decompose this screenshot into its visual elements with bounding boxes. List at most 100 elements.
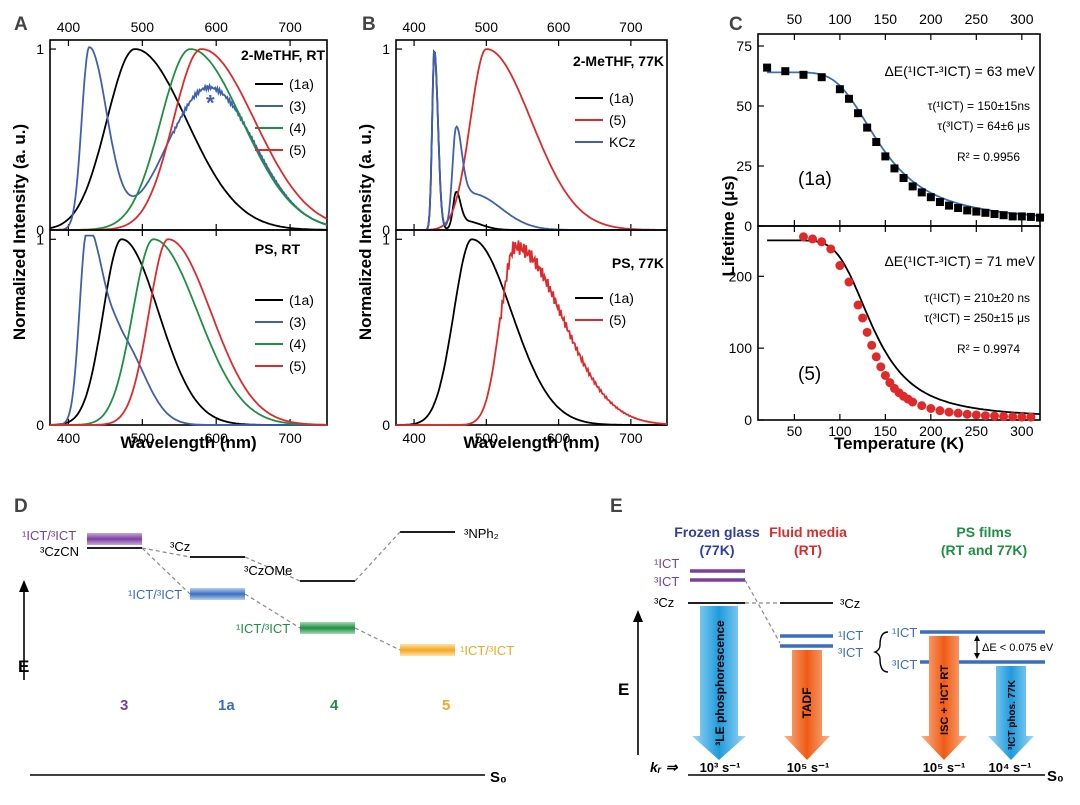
- e-energy-arrowhead: [633, 610, 643, 622]
- data-point: [881, 152, 890, 161]
- d-cz-label: ³Cz: [170, 539, 190, 554]
- data-point: [1036, 213, 1044, 222]
- data-point: [953, 408, 963, 418]
- data-point: [817, 73, 826, 82]
- panel-label-d: D: [14, 496, 28, 517]
- e-ict1-label-frozen: ¹ICT: [654, 556, 679, 571]
- legend-label-1a: (1a): [289, 76, 314, 92]
- legend-label-4: (4): [289, 336, 306, 352]
- annotation-delta-e: ΔE(¹ICT-³ICT) = 63 meV: [884, 63, 1035, 79]
- x-tick-label: 600: [547, 430, 571, 446]
- data-point: [1017, 412, 1027, 422]
- x-tick-label: 150: [874, 11, 898, 27]
- annotation-tau3: τ(³ICT) = 64±6 μs: [937, 119, 1030, 133]
- annotation-r2: R² = 0.9974: [957, 342, 1020, 356]
- x-tick-label: 50: [787, 11, 803, 27]
- y-tick-label: 0: [744, 412, 752, 428]
- e-header-ps-sub: (RT and 77K): [941, 542, 1027, 558]
- e-arrow-label-isc-rt: ISC + ¹ICT RT: [939, 665, 951, 735]
- d-connector: [354, 627, 401, 651]
- panel-label-a: A: [14, 14, 28, 35]
- data-point: [972, 207, 981, 216]
- data-point: [890, 164, 899, 173]
- y-axis-label: Normalized Intensity (a. u.): [10, 124, 29, 340]
- plot-frame: [49, 229, 328, 426]
- d-ict-level-1a: [190, 588, 245, 600]
- y-tick-label: 1: [382, 231, 390, 247]
- chart-c-lifetime: 50 100 150 200 250 300 0 25 50 75 ΔE(¹ICT-³ICT) = …: [719, 11, 1044, 453]
- x-tick-label: 400: [402, 19, 426, 35]
- x-tick-label: 600: [547, 19, 571, 35]
- data-point: [999, 211, 1008, 220]
- x-tick-label: 600: [205, 430, 229, 446]
- x-axis-label: Wavelength (nm): [463, 433, 599, 452]
- x-tick-label: 500: [131, 430, 155, 446]
- x-tick-label: 100: [828, 423, 852, 439]
- x-tick-label: 200: [919, 11, 943, 27]
- x-tick-label: 300: [1010, 11, 1034, 27]
- data-point: [867, 340, 877, 350]
- x-tick-label: 250: [965, 11, 989, 27]
- e-header-frozen: Frozen glass: [674, 524, 760, 540]
- e-arrow-tadf: [784, 650, 830, 760]
- data-point: [981, 208, 990, 217]
- series-line-4: [50, 238, 327, 426]
- legend-label-5: (5): [609, 112, 626, 128]
- e-ict1-label-ps: ¹ICT: [892, 625, 917, 640]
- series-line-5: [50, 238, 327, 426]
- series-line-4: [50, 48, 328, 231]
- data-point: [926, 193, 935, 202]
- x-tick-label: 50: [787, 423, 803, 439]
- e-kr-label: kᵣ ⇒: [650, 759, 679, 775]
- e-arrow-label-phosphorescence: ³LE phosphorescence: [713, 620, 727, 746]
- d-ict-label-5: ¹ICT/³ICT: [460, 643, 514, 658]
- legend-label-1a: (1a): [609, 90, 634, 106]
- e-header-fluid: Fluid media: [769, 524, 847, 540]
- data-point: [917, 401, 927, 411]
- data-point: [980, 411, 990, 421]
- d-czcn-label: ³CzCN: [40, 544, 79, 559]
- data-point: [844, 277, 854, 287]
- y-tick-label: 0: [36, 417, 44, 433]
- x-tick-label: 100: [828, 11, 852, 27]
- chart-title: 2-MeTHF, 77K: [573, 53, 664, 69]
- e-arrow-label-ict-phos: ³ICT phos. 77K: [1007, 679, 1018, 750]
- y-tick-label: 0: [382, 417, 390, 433]
- data-point: [1026, 412, 1036, 422]
- x-tick-label: 400: [57, 19, 81, 35]
- legend-label-3: (3): [289, 314, 306, 330]
- e-ict3-label-frozen: ³ICT: [654, 574, 679, 589]
- d-ict-level-5: [400, 644, 455, 656]
- e-delta-arrowhead-down: [974, 653, 980, 659]
- data-point: [872, 138, 881, 146]
- y-tick-label: 1: [36, 231, 44, 247]
- e-header-ps: PS films: [956, 524, 1011, 540]
- d-connector: [244, 593, 301, 629]
- legend-label-3: (3): [289, 98, 306, 114]
- y-tick-label: 50: [736, 98, 752, 114]
- data-point: [781, 67, 790, 76]
- x-tick-label: 700: [619, 430, 643, 446]
- data-point: [971, 410, 981, 420]
- data-point: [908, 182, 917, 191]
- series-line-5: [50, 48, 328, 231]
- e-ict3-label-ps: ³ICT: [892, 657, 917, 672]
- e-cz-label-fluid: ³Cz: [840, 596, 860, 611]
- y-tick-label: 100: [729, 340, 753, 356]
- legend-label-1a: (1a): [609, 290, 634, 306]
- legend-label-5: (5): [609, 312, 626, 328]
- d-ict-level-4: [300, 622, 355, 634]
- e-header-fluid-sub: (RT): [794, 542, 822, 558]
- d-compound-4: 4: [330, 697, 339, 714]
- compound-caption: (1a): [798, 169, 832, 190]
- y-tick-label: 0: [36, 222, 44, 238]
- legend-label-KCz: KCz: [609, 134, 635, 150]
- x-tick-label: 400: [57, 430, 81, 446]
- panel-label-e: E: [610, 496, 623, 517]
- x-tick-label: 150: [874, 423, 898, 439]
- data-point: [1026, 212, 1035, 221]
- data-point: [926, 404, 936, 414]
- d-s0-label: S₀: [490, 769, 507, 786]
